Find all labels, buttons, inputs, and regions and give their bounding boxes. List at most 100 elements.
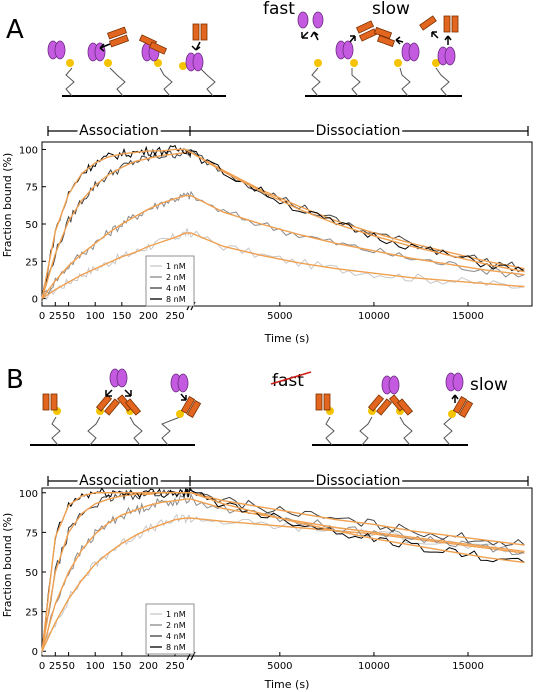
y-tick-label: 75 — [25, 528, 38, 539]
x-tick-label: 10000 — [358, 311, 390, 322]
y-tick-label: 25 — [25, 257, 38, 268]
binding-arrow — [105, 389, 187, 401]
x-tick-label: 5000 — [267, 311, 292, 322]
y-tick-label: 100 — [19, 145, 38, 156]
fit-curve — [41, 194, 525, 299]
x-tick-label: 150 — [112, 311, 131, 322]
x-tick-label: 25 — [49, 311, 62, 322]
legend-label: 1 nM — [166, 262, 186, 271]
nanobody-icon — [47, 40, 204, 72]
dye-dot — [104, 59, 112, 67]
legend-label: 2 nM — [166, 621, 186, 630]
panel-letter-a: A — [6, 15, 24, 45]
data-trace — [41, 144, 525, 298]
dissociation-arrow — [451, 394, 459, 403]
y-tick-label: 0 — [32, 647, 38, 658]
label-slow: slow — [372, 0, 410, 19]
y-tick-label: 25 — [25, 608, 38, 619]
fit-curve — [41, 232, 525, 300]
association-label: Association — [79, 123, 159, 139]
nanobody-icon — [109, 368, 189, 393]
fit-curve — [41, 498, 525, 652]
legend-label: 2 nM — [166, 273, 186, 282]
x-tick-label: 5000 — [267, 661, 292, 672]
legend-label: 8 nM — [166, 643, 186, 652]
legend-label: 4 nM — [166, 632, 186, 641]
antibody-icon — [107, 23, 208, 55]
strike-through — [270, 371, 312, 385]
dissociation-arrow — [301, 31, 452, 45]
x-tick-label: 250 — [165, 661, 184, 672]
label-slow: slow — [470, 375, 508, 395]
dye-dot — [448, 410, 456, 418]
antibody-icon — [355, 15, 459, 48]
x-tick-label: 0 — [39, 311, 45, 322]
data-trace — [41, 486, 525, 648]
data-trace — [41, 228, 525, 301]
x-tick-label: 200 — [139, 661, 158, 672]
legend-label: 1 nM — [166, 610, 186, 619]
data-trace — [41, 147, 525, 300]
x-tick-label: 50 — [62, 311, 75, 322]
label-fast-struck: fast — [272, 371, 304, 391]
binding-arrow — [99, 41, 201, 52]
fit-curve — [41, 148, 525, 299]
x-tick-label: 200 — [139, 311, 158, 322]
nanobody-icon — [297, 11, 456, 66]
nanobody-icon — [381, 372, 464, 395]
y-tick-label: 75 — [25, 183, 38, 194]
y-tick-label: 100 — [19, 489, 38, 500]
dissociation-label: Dissociation — [316, 123, 401, 139]
x-tick-label: 150 — [112, 661, 131, 672]
surface-left-b — [30, 368, 202, 446]
fit-curve — [41, 492, 525, 652]
panel-b-schematic: B — [6, 365, 508, 446]
x-tick-label: 25 — [49, 661, 62, 672]
dye-dot — [350, 59, 358, 67]
dye-dot — [394, 59, 402, 67]
label-fast: fast — [263, 0, 295, 19]
x-tick-label: 0 — [39, 661, 45, 672]
fit-curve — [41, 151, 525, 299]
panel-a-schematic: A — [6, 0, 462, 97]
x-tick-label: 50 — [62, 661, 75, 672]
x-tick-label: 100 — [86, 311, 105, 322]
fit-curve — [41, 492, 525, 652]
data-trace — [41, 487, 525, 650]
y-tick-label: 50 — [25, 568, 38, 579]
y-tick-label: 0 — [32, 295, 38, 306]
phase-bar-a — [47, 126, 529, 136]
antibody-icon — [42, 393, 202, 418]
surface-right-a — [297, 11, 462, 97]
x-axis-label: Time (s) — [264, 332, 310, 345]
surface-left-a — [47, 23, 226, 97]
dissociation-label: Dissociation — [316, 473, 401, 489]
legend-box — [145, 255, 195, 307]
dye-dot — [314, 59, 322, 67]
plot-frame — [41, 487, 533, 657]
x-tick-label: 15000 — [452, 311, 484, 322]
x-tick-label: 100 — [86, 661, 105, 672]
dye-dot — [176, 410, 184, 418]
x-tick-label: 250 — [165, 311, 184, 322]
y-axis-label: Fraction bound (%) — [1, 513, 14, 618]
legend-label: 4 nM — [166, 284, 186, 293]
x-tick-label: 15000 — [452, 661, 484, 672]
data-trace — [41, 190, 525, 303]
panel-a-chart: Association Dissociation Fraction bound … — [1, 120, 533, 345]
antibody-icon — [315, 393, 474, 418]
panel-letter-b: B — [6, 365, 24, 395]
legend-box — [145, 603, 195, 655]
data-trace — [41, 493, 525, 653]
phase-bar-b — [47, 476, 529, 486]
legend-label: 8 nM — [166, 295, 186, 304]
y-tick-label: 50 — [25, 220, 38, 231]
dye-dot — [66, 59, 74, 67]
dye-dot — [154, 59, 162, 67]
panel-b-chart: Association Dissociation Fraction bound … — [1, 470, 533, 691]
dye-dot — [432, 59, 440, 67]
association-label: Association — [79, 473, 159, 489]
